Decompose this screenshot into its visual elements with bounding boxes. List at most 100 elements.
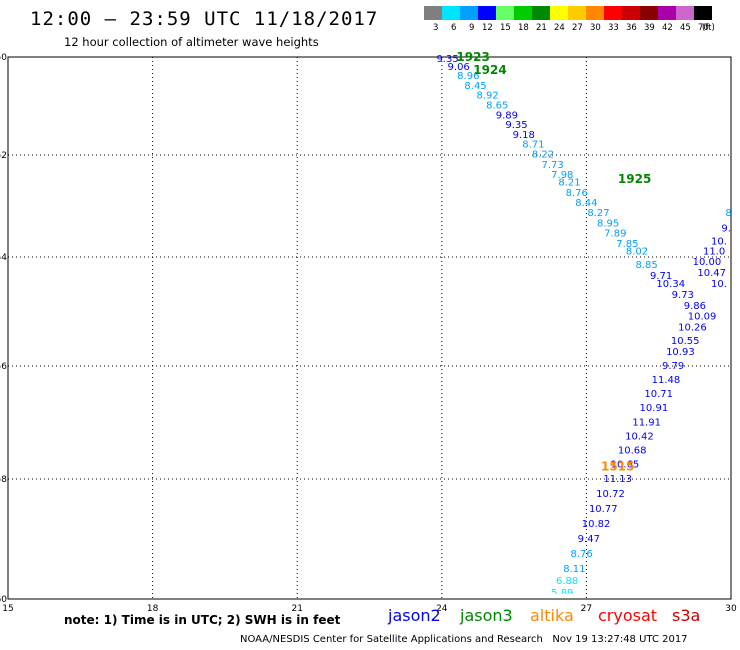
wave-height-value: 9.47	[578, 534, 600, 545]
satellite-jason3: jason3	[460, 606, 513, 625]
wave-height-value: 8	[725, 208, 731, 219]
color-scale-label: 70	[698, 23, 709, 33]
wave-height-value: 11.0	[703, 246, 725, 257]
wave-height-value: 11.13	[603, 474, 632, 485]
color-scale-label: 9	[469, 23, 475, 33]
wave-height-value: 10.	[711, 279, 727, 290]
note-text: note: 1) Time is in UTC; 2) SWH is in fe…	[64, 613, 341, 627]
wave-height-value: 9.79	[662, 361, 684, 372]
color-scale-label: 21	[536, 23, 547, 33]
wave-height-value: 10.55	[671, 336, 700, 347]
page-subtitle: 12 hour collection of altimeter wave hei…	[64, 35, 319, 49]
lon-tick-label: 15	[2, 604, 13, 614]
wave-height-value: 9.35	[436, 54, 458, 65]
color-scale-label: 3	[433, 23, 439, 33]
color-scale-label: 27	[572, 23, 583, 33]
wave-height-value: 10.34	[656, 279, 685, 290]
wave-height-value: 9.71	[650, 271, 672, 282]
footer-agency: NOAA/NESDIS Center for Satellite Applica…	[240, 634, 543, 645]
color-swatch	[442, 6, 460, 20]
wave-height-value: 9.35	[505, 120, 527, 131]
page-title: 12:00 – 23:59 UTC 11/18/2017	[30, 8, 379, 30]
color-scale-label: 36	[626, 23, 637, 33]
wave-height-value: 10.93	[666, 347, 695, 358]
satellite-jason2: jason2	[388, 606, 441, 625]
color-scale-label: 24	[554, 23, 565, 33]
lat-tick-label: -58	[0, 475, 7, 485]
pass-time-label: 1924	[473, 63, 506, 77]
wave-height-value: 10.00	[693, 257, 722, 268]
wave-height-value: 9.18	[513, 130, 535, 141]
wave-height-value: 5.89	[551, 588, 573, 599]
footer-timestamp: Nov 19 13:27:48 UTC 2017	[552, 634, 688, 645]
wave-height-value: 8.45	[464, 81, 486, 92]
wave-height-value: 8.02	[626, 246, 648, 257]
map-frame	[7, 56, 732, 600]
lat-tick-label: -56	[0, 362, 7, 372]
footer-credit: NOAA/NESDIS Center for Satellite Applica…	[240, 634, 688, 645]
color-scale-label: 33	[608, 23, 619, 33]
color-scale-label: 18	[518, 23, 529, 33]
color-swatch	[604, 6, 622, 20]
wave-height-value: 9.86	[684, 301, 706, 312]
color-swatch	[514, 6, 532, 20]
wave-height-value: 10.82	[582, 519, 611, 530]
wave-height-value: 8.44	[575, 198, 597, 209]
wave-height-value: 7.89	[604, 229, 626, 240]
pass-time-label: 1515	[601, 460, 634, 474]
color-scale-label: 39	[644, 23, 655, 33]
wave-height-value: 8.11	[563, 564, 585, 575]
pass-time-label: 1923	[456, 50, 489, 64]
wave-height-value: 8.71	[522, 140, 544, 151]
pass-time-label: 1925	[618, 172, 651, 186]
color-scale-label: 45	[680, 23, 691, 33]
color-swatch	[424, 6, 442, 20]
wave-height-value: 10.77	[589, 504, 618, 515]
wave-height-value: 10.68	[618, 446, 647, 457]
color-swatch	[478, 6, 496, 20]
wave-height-value: 10.42	[625, 431, 654, 442]
lon-tick-label: 21	[291, 604, 302, 614]
color-swatch	[622, 6, 640, 20]
lon-tick-label: 30	[725, 604, 737, 614]
lat-tick-label: -60	[0, 595, 7, 605]
color-scale-label: 12	[482, 23, 493, 33]
wave-height-value: 10.	[711, 236, 727, 247]
color-swatch	[568, 6, 586, 20]
wave-height-value: 6.88	[556, 576, 578, 587]
color-swatch	[694, 6, 712, 20]
satellite-cryosat: cryosat	[598, 606, 658, 625]
color-swatch	[532, 6, 550, 20]
satellite-s3a: s3a	[672, 606, 701, 625]
lat-tick-label: -50	[0, 53, 7, 63]
color-scale-label: 6	[451, 23, 457, 33]
wave-height-value: 8.85	[636, 260, 658, 271]
wave-height-value: 7.98	[551, 170, 573, 181]
wave-height-value: 8.65	[486, 100, 508, 111]
color-swatch	[550, 6, 568, 20]
wave-height-value: 10.26	[678, 323, 707, 334]
wave-height-value: 8.96	[457, 71, 479, 82]
wave-height-value: 8.76	[566, 188, 588, 199]
color-swatch	[586, 6, 604, 20]
wave-height-value: 10.47	[697, 268, 726, 279]
color-scale-label: 42	[662, 23, 673, 33]
color-swatch	[658, 6, 676, 20]
wave-height-value: 8.76	[570, 549, 592, 560]
color-swatch	[460, 6, 478, 20]
wave-height-value: 8.92	[476, 91, 498, 102]
lat-tick-label: -54	[0, 253, 7, 263]
lon-tick-label: 18	[147, 604, 159, 614]
wave-height-value: 7.85	[616, 239, 638, 250]
wave-height-value: 10.72	[596, 489, 625, 500]
wave-height-value: 10.71	[644, 389, 673, 400]
wave-height-value: 8.27	[587, 208, 609, 219]
wave-height-value: 8.22	[532, 150, 554, 161]
color-scale-unit: (ft)	[702, 23, 715, 33]
wave-height-value: 10.91	[640, 403, 669, 414]
wave-height-value: 8.95	[597, 218, 619, 229]
wave-height-value: 10.65	[611, 460, 640, 471]
wave-height-value: 8.21	[558, 178, 580, 189]
lon-tick-label: 27	[581, 604, 592, 614]
